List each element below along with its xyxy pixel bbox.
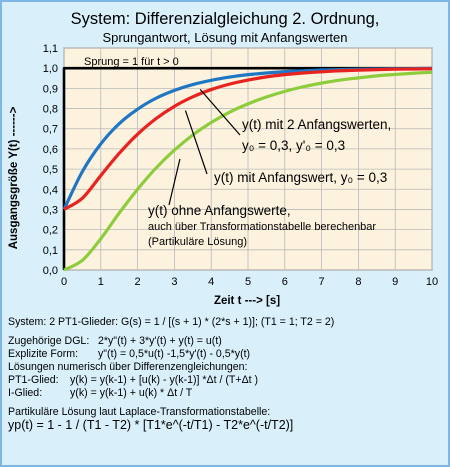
x-tick-label: 4 xyxy=(208,276,214,288)
explicit-equation: y"(t) = 0,5*u(t) -1,5*y'(t) - 0,5*y(t) xyxy=(98,348,251,360)
y-tick-label: 0,2 xyxy=(43,225,58,237)
x-tick-label: 6 xyxy=(282,276,288,288)
annotation-one-initial-value: y(t) mit Anfangswert, y₀ = 0,3 xyxy=(214,170,387,185)
annotation-two-initial-values-params: y₀ = 0,3, y'₀ = 0,3 xyxy=(242,138,345,153)
annotation-leader xyxy=(168,158,181,206)
y-tick-label: 1,0 xyxy=(43,63,58,75)
y-tick-label: 0,1 xyxy=(43,245,58,257)
step-input-line xyxy=(62,66,432,270)
explicit-label: Explizite Form: xyxy=(8,348,79,360)
response-one-initial-value-line xyxy=(63,67,433,211)
series-lines xyxy=(62,66,433,272)
annotation-leader xyxy=(199,88,241,136)
x-tick-label: 1 xyxy=(98,276,104,288)
response-no-initial-values-line xyxy=(63,70,433,272)
annotations: Sprung = 1 für t > 0 y(t) mit 2 Anfangswe… xyxy=(84,56,391,248)
i-label: I-Glied: xyxy=(8,387,43,399)
laplace-equation: yp(t) = 1 - 1 / (T1 - T2) * [T1*e^(-t/T1… xyxy=(8,418,294,432)
x-axis-label: Zeit t ---> [s] xyxy=(214,295,280,307)
x-tick-label: 8 xyxy=(355,276,361,288)
i-equation: y(k) = y(k-1) + u(k) * Δt / T xyxy=(70,387,193,399)
x-tick-label: 5 xyxy=(245,276,251,288)
x-tick-label: 9 xyxy=(392,276,398,288)
y-tick-labels: 0,0 0,1 0,2 0,3 0,4 0,5 0,6 0,7 0,8 0,9 1,0 1,1 xyxy=(43,43,58,277)
equations-block: System: 2 PT1-Glieder: G(s) = 1 / [(s + … xyxy=(8,316,444,432)
pt1-label: PT1-Glied: xyxy=(8,374,59,386)
y-axis-label: Ausgangsgröße Y(t) ------> xyxy=(8,106,20,249)
dgl-label: Zugehörige DGL: xyxy=(8,335,90,347)
x-tick-labels: 0 1 2 3 4 5 6 7 8 9 10 xyxy=(61,276,438,288)
x-tick-label: 2 xyxy=(135,276,141,288)
step-label: Sprung = 1 für t > 0 xyxy=(84,56,179,68)
grid xyxy=(63,47,433,271)
y-tick-label: 0,6 xyxy=(43,144,58,156)
laplace-title: Partikuläre Lösung laut Laplace-Transfor… xyxy=(8,406,271,418)
annotation-transformation-table: auch über Transformationstabelle bereche… xyxy=(148,221,376,233)
y-tick-label: 0,9 xyxy=(43,83,58,95)
annotation-no-initial-values: y(t) ohne Anfangswerte, xyxy=(148,203,291,218)
y-tick-label: 0,8 xyxy=(43,104,58,116)
chart-subtitle: Sprungantwort, Lösung mit Anfangswerten xyxy=(103,30,348,45)
dgl-row: Zugehörige DGL: 2*y"(t) + 3*y'(t) + y(t) … xyxy=(8,335,444,348)
y-tick-label: 0,4 xyxy=(43,184,58,196)
x-tick-label: 7 xyxy=(319,276,325,288)
pt1-equation: y(k) = y(k-1) + [u(k) - y(k-1)] *Δt / (T… xyxy=(70,374,259,386)
x-tick-label: 10 xyxy=(426,276,438,288)
i-row: I-Glied: y(k) = y(k-1) + u(k) * Δt / T xyxy=(8,387,444,400)
system-equation: System: 2 PT1-Glieder: G(s) = 1 / [(s + … xyxy=(8,316,335,328)
x-tick-label: 0 xyxy=(61,276,67,288)
y-tick-label: 0,7 xyxy=(43,124,58,136)
annotation-particular-solution: (Partikuläre Lösung) xyxy=(148,236,247,248)
y-tick-label: 0,0 xyxy=(43,265,58,277)
annotation-leader xyxy=(184,110,208,175)
chart-title: System: Differenzialgleichung 2. Ordnung… xyxy=(71,10,380,28)
y-tick-label: 1,1 xyxy=(43,43,58,55)
y-tick-label: 0,5 xyxy=(43,164,58,176)
dgl-equation: 2*y"(t) + 3*y'(t) + y(t) = u(t) xyxy=(98,335,222,347)
step-response-chart: System: Differenzialgleichung 2. Ordnung… xyxy=(8,10,438,307)
numeric-title: Lösungen numerisch über Differenzengleic… xyxy=(8,361,248,373)
y-tick-label: 0,3 xyxy=(43,204,58,216)
annotation-two-initial-values: y(t) mit 2 Anfangswerten, xyxy=(242,117,391,132)
x-tick-label: 3 xyxy=(171,276,177,288)
explicit-row: Explizite Form: y"(t) = 0,5*u(t) -1,5*y'(… xyxy=(8,348,444,361)
pt1-row: PT1-Glied: y(k) = y(k-1) + [u(k) - y(k-1)… xyxy=(8,374,444,387)
